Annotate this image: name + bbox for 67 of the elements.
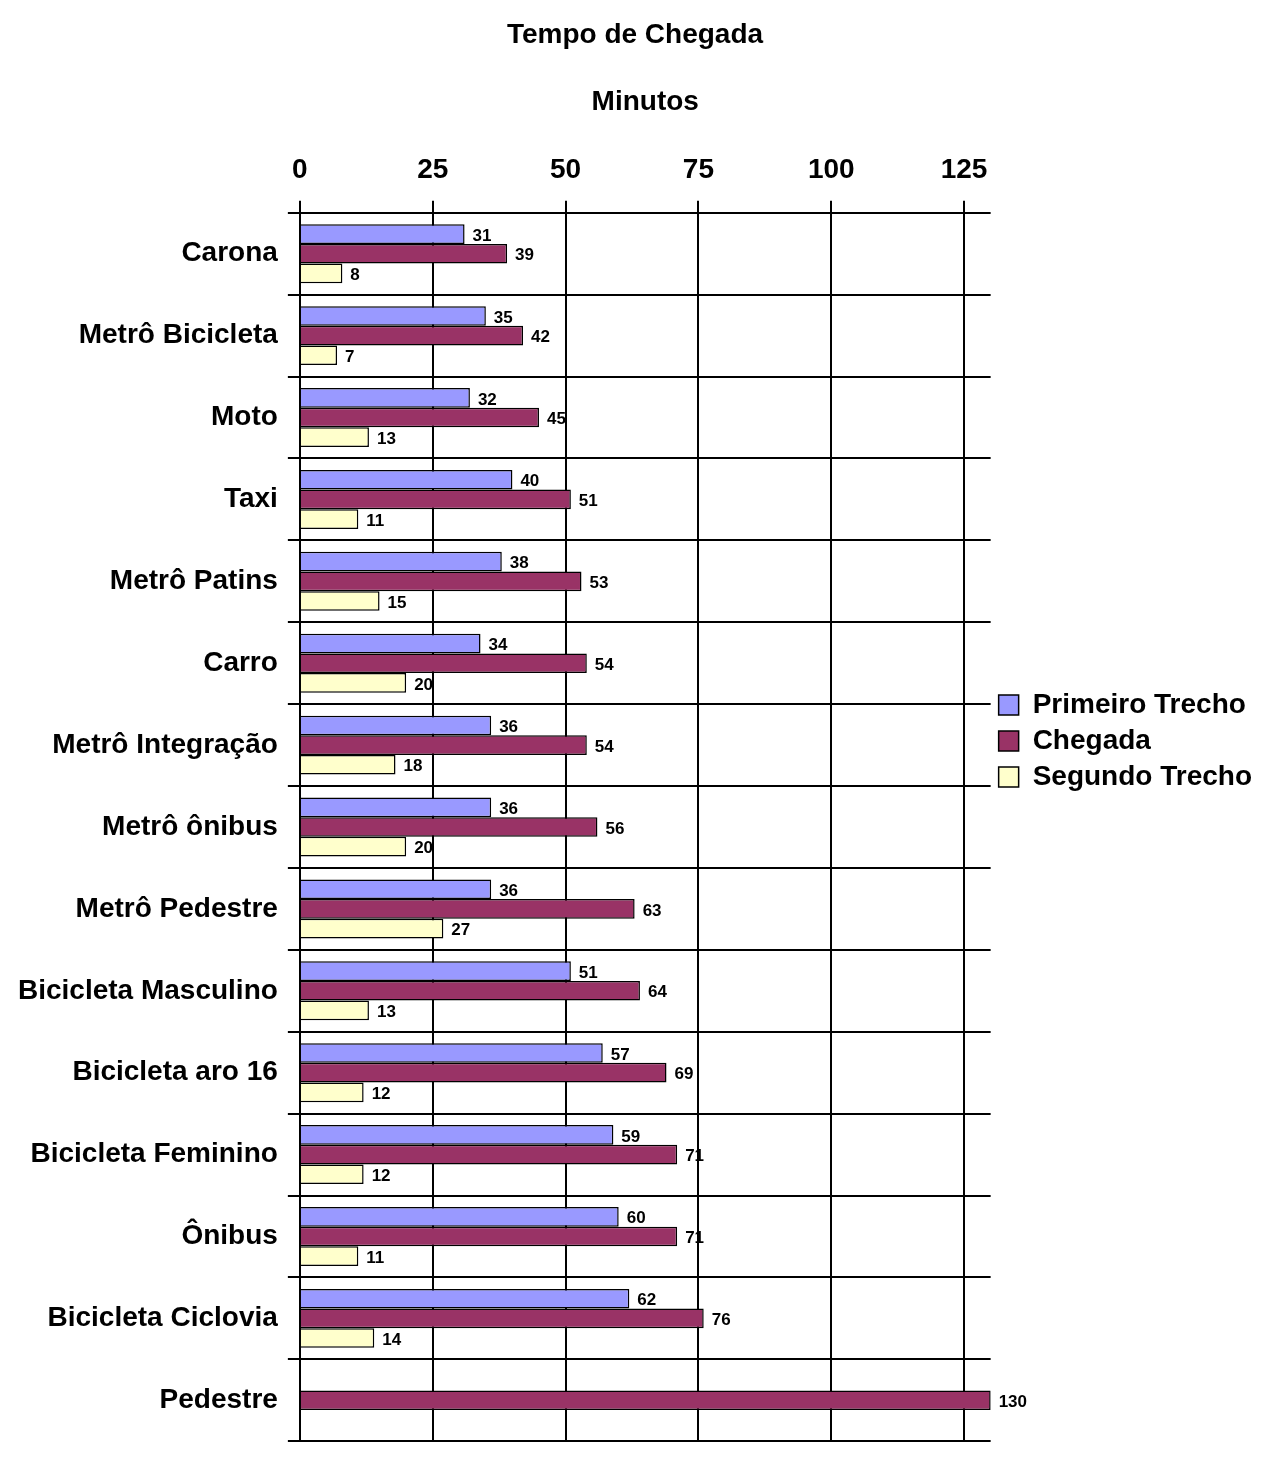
data-label: 12 (371, 1165, 391, 1185)
data-label: 20 (414, 674, 434, 694)
x-tick-label: 75 (682, 152, 714, 184)
data-label: 69 (674, 1064, 694, 1084)
x-tick-label: 125 (940, 152, 988, 184)
data-label: 11 (366, 510, 385, 530)
data-label: 39 (515, 245, 535, 265)
data-label: 76 (711, 1310, 731, 1330)
y-tick-label: Metrô ônibus (102, 809, 278, 841)
data-label: 8 (350, 265, 360, 285)
x-tick-label: 100 (807, 152, 855, 184)
data-label: 56 (605, 818, 625, 838)
y-tick-label: Metrô Patins (109, 564, 278, 596)
data-label: 7 (345, 346, 355, 366)
data-label: 20 (414, 838, 434, 858)
y-tick-label: Bicicleta aro 16 (72, 1055, 278, 1087)
y-tick-label: Ônibus (181, 1218, 278, 1251)
chart-title: Tempo de Chegada (506, 17, 764, 49)
x-axis-title: Minutos (591, 85, 699, 117)
data-label: 54 (594, 654, 615, 674)
data-label: 60 (626, 1208, 646, 1228)
data-label: 18 (403, 756, 423, 776)
data-label: 13 (376, 1002, 396, 1022)
legend-label: Primeiro Trecho (1032, 687, 1246, 719)
x-tick-label: 50 (549, 152, 582, 184)
y-tick-label: Metrô Integração (52, 727, 278, 759)
legend-label: Chegada (1032, 723, 1152, 755)
data-label: 14 (382, 1329, 402, 1349)
data-label: 130 (998, 1391, 1028, 1411)
data-label: 36 (499, 799, 519, 819)
data-label: 32 (477, 389, 497, 409)
data-label: 63 (642, 900, 662, 920)
data-label: 35 (493, 307, 513, 327)
data-label: 54 (594, 736, 615, 756)
y-tick-label: Taxi (223, 482, 278, 514)
y-tick-label: Carona (181, 236, 279, 268)
data-label: 42 (531, 327, 550, 347)
data-label: 57 (610, 1044, 630, 1064)
data-label: 40 (520, 471, 540, 491)
y-tick-label: Moto (211, 400, 278, 432)
data-label: 53 (589, 573, 609, 593)
y-tick-label: Bicicleta Ciclovia (47, 1301, 279, 1333)
x-tick-label: 25 (417, 152, 449, 184)
data-label: 13 (376, 428, 396, 448)
y-tick-label: Bicicleta Masculino (17, 973, 278, 1005)
y-tick-label: Carro (203, 645, 278, 677)
data-label: 64 (647, 982, 668, 1002)
data-label: 11 (366, 1247, 385, 1267)
legend-label: Segundo Trecho (1032, 759, 1253, 791)
data-label: 51 (578, 962, 598, 982)
y-tick-label: Metrô Pedestre (75, 891, 278, 923)
data-label: 36 (499, 880, 519, 900)
data-label: 45 (546, 409, 566, 429)
data-label: 51 (578, 491, 598, 511)
y-tick-label: Bicicleta Feminino (30, 1137, 278, 1169)
data-label: 38 (509, 553, 529, 573)
data-label: 34 (488, 635, 508, 655)
data-label: 36 (499, 717, 519, 737)
data-label: 15 (387, 592, 407, 612)
data-label: 27 (451, 920, 471, 940)
data-label: 62 (637, 1290, 657, 1310)
data-label: 12 (371, 1084, 391, 1104)
x-tick-label: 0 (292, 152, 308, 184)
y-tick-label: Metrô Bicicleta (78, 318, 279, 350)
data-label: 31 (472, 225, 492, 245)
data-label: 59 (621, 1126, 641, 1146)
y-tick-label: Pedestre (159, 1382, 278, 1414)
